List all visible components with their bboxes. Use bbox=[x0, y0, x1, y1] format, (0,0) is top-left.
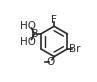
Text: B: B bbox=[31, 29, 39, 39]
Text: HO: HO bbox=[20, 37, 36, 47]
Text: O: O bbox=[46, 57, 55, 67]
Text: F: F bbox=[51, 15, 57, 25]
Text: HO: HO bbox=[20, 21, 36, 31]
Text: Br: Br bbox=[69, 44, 81, 54]
